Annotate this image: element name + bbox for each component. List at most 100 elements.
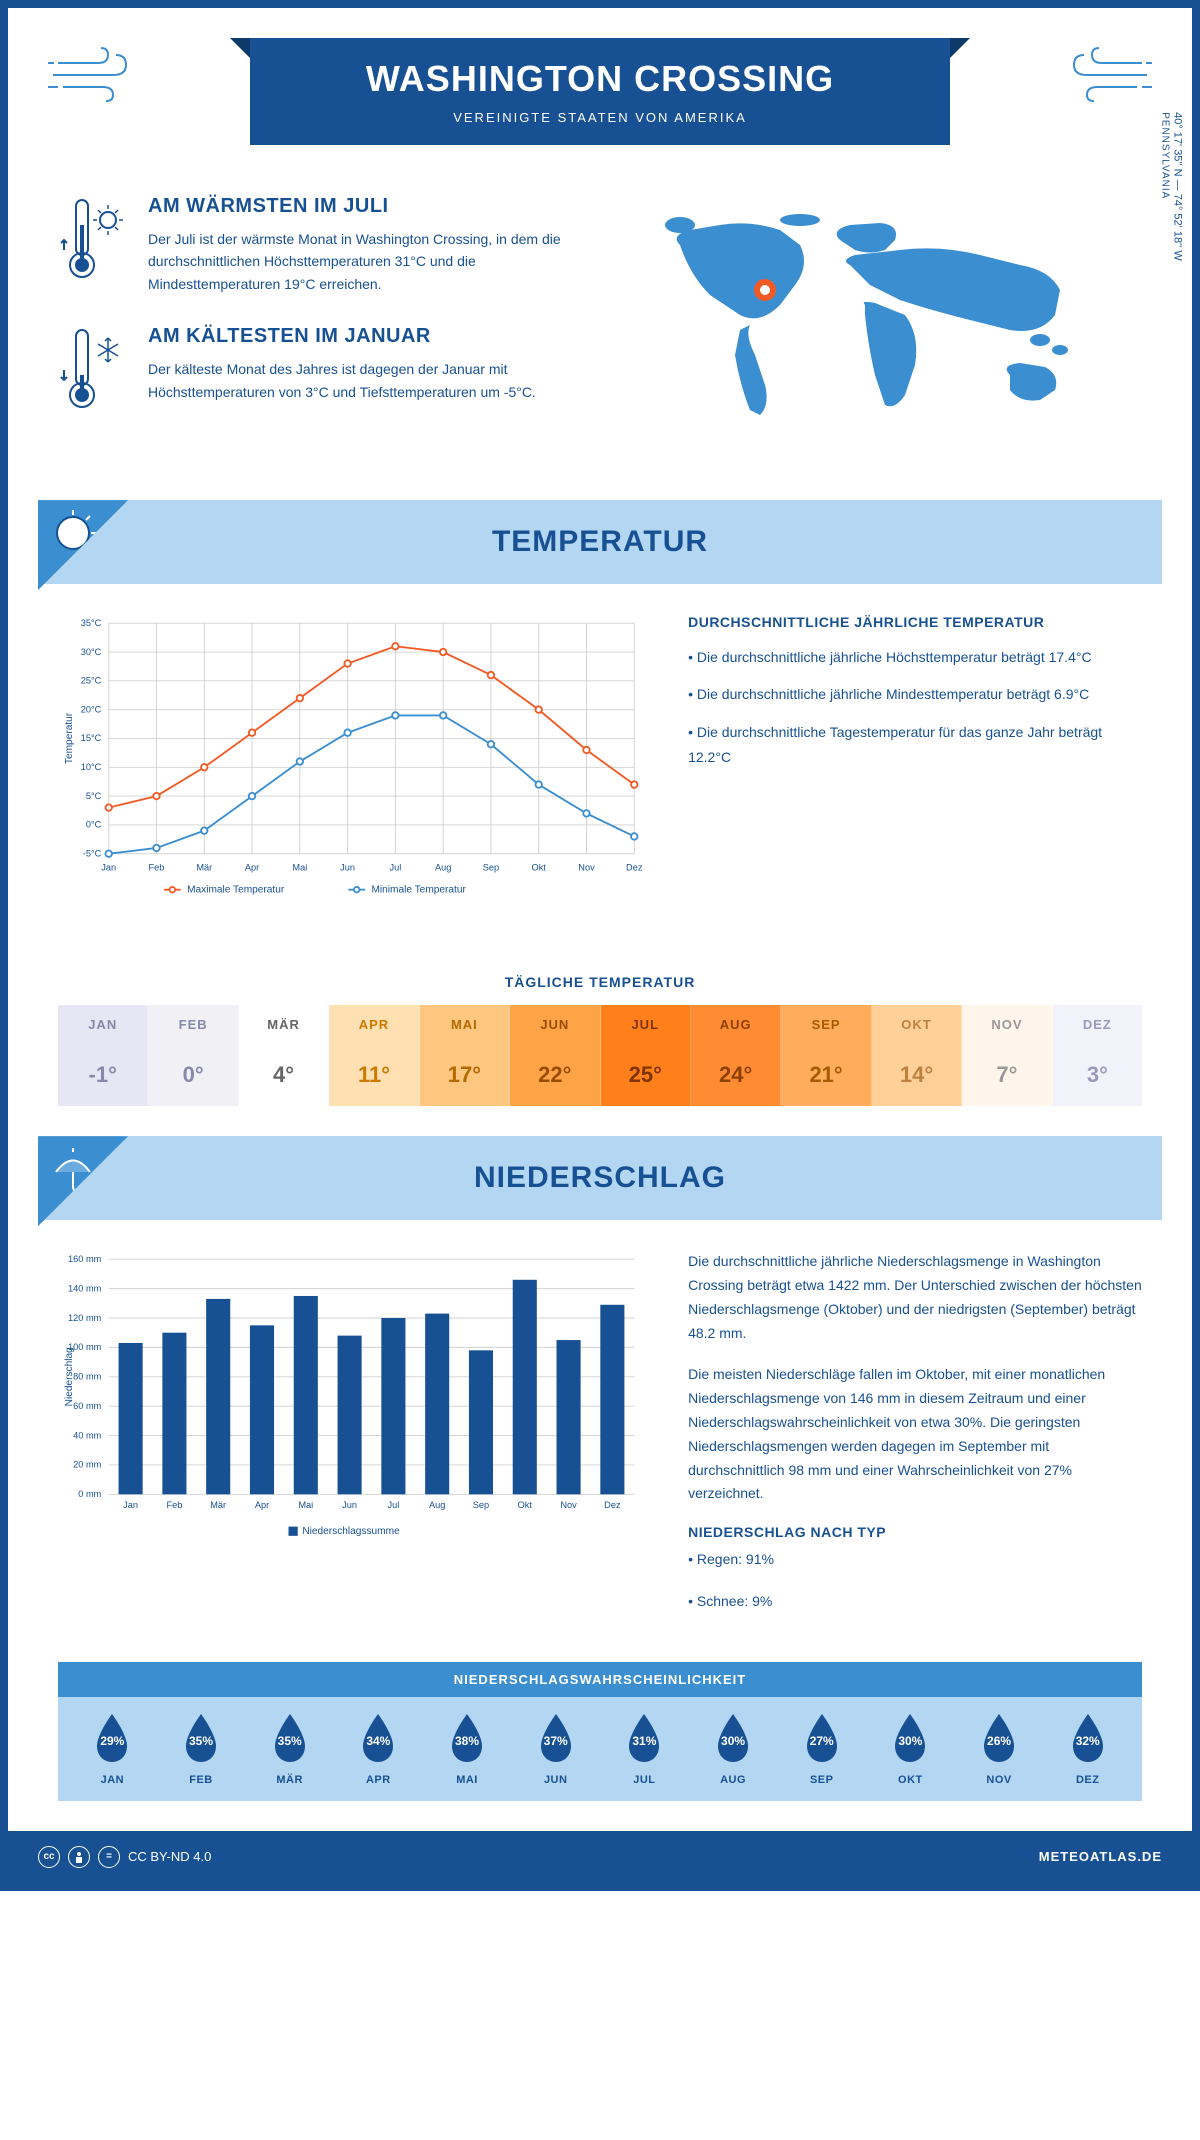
probability-item: 35%FEB: [157, 1712, 246, 1786]
svg-text:35°C: 35°C: [81, 618, 102, 628]
temp-table-col: JUL25°: [601, 1005, 691, 1106]
probability-item: 37%JUN: [511, 1712, 600, 1786]
wind-icon: [1062, 43, 1152, 108]
page-subtitle: VEREINIGTE STAATEN VON AMERIKA: [310, 110, 890, 125]
by-icon: [68, 1846, 90, 1868]
temp-table-col: MAI17°: [420, 1005, 510, 1106]
temp-info-p3: • Die durchschnittliche Tagestemperatur …: [688, 720, 1142, 770]
svg-text:20°C: 20°C: [81, 705, 102, 715]
svg-text:40 mm: 40 mm: [73, 1431, 101, 1441]
footer: cc = CC BY-ND 4.0 METEOATLAS.DE: [8, 1831, 1192, 1883]
temperature-line-chart: -5°C0°C5°C10°C15°C20°C25°C30°C35°CJanFeb…: [58, 614, 648, 914]
precip-info-p2: Die meisten Niederschläge fallen im Okto…: [688, 1363, 1142, 1506]
svg-text:Mär: Mär: [196, 862, 212, 872]
precip-snow: • Schnee: 9%: [688, 1590, 1142, 1614]
svg-text:120 mm: 120 mm: [68, 1313, 102, 1323]
svg-text:Nov: Nov: [578, 862, 595, 872]
intro-section: AM WÄRMSTEN IM JULI Der Juli ist der wär…: [8, 165, 1192, 480]
svg-text:Mai: Mai: [292, 862, 307, 872]
svg-text:Temperatur: Temperatur: [64, 712, 75, 764]
probability-item: 31%JUL: [600, 1712, 689, 1786]
svg-text:Niederschlag: Niederschlag: [64, 1347, 75, 1406]
temperature-title: TEMPERATUR: [63, 525, 1137, 559]
svg-text:Minimale Temperatur: Minimale Temperatur: [371, 885, 466, 896]
precip-info-p1: Die durchschnittliche jährliche Niedersc…: [688, 1250, 1142, 1345]
probability-header: NIEDERSCHLAGSWAHRSCHEINLICHKEIT: [58, 1662, 1142, 1697]
svg-text:25°C: 25°C: [81, 676, 102, 686]
svg-text:Feb: Feb: [149, 862, 165, 872]
coldest-title: AM KÄLTESTEN IM JANUAR: [148, 325, 580, 348]
precip-rain: • Regen: 91%: [688, 1548, 1142, 1572]
probability-item: 32%DEZ: [1043, 1712, 1132, 1786]
warmest-text: Der Juli ist der wärmste Monat in Washin…: [148, 228, 580, 295]
svg-text:80 mm: 80 mm: [73, 1372, 101, 1382]
infographic-container: WASHINGTON CROSSING VEREINIGTE STAATEN V…: [0, 0, 1200, 1891]
svg-text:0°C: 0°C: [86, 820, 102, 830]
probability-item: 35%MÄR: [245, 1712, 334, 1786]
svg-text:Mär: Mär: [210, 1500, 226, 1510]
svg-text:Aug: Aug: [435, 862, 451, 872]
precip-type-title: NIEDERSCHLAG NACH TYP: [688, 1524, 1142, 1540]
temp-table-col: OKT14°: [872, 1005, 962, 1106]
svg-text:60 mm: 60 mm: [73, 1401, 101, 1411]
probability-item: 30%OKT: [866, 1712, 955, 1786]
svg-text:Nov: Nov: [560, 1500, 577, 1510]
title-banner: WASHINGTON CROSSING VEREINIGTE STAATEN V…: [250, 38, 950, 145]
precipitation-section: 0 mm20 mm40 mm60 mm80 mm100 mm120 mm140 …: [8, 1220, 1192, 1662]
svg-text:Sep: Sep: [473, 1500, 489, 1510]
thermometer-cold-icon: [58, 325, 128, 420]
svg-text:160 mm: 160 mm: [68, 1254, 102, 1264]
world-map: [620, 195, 1142, 440]
probability-item: 29%JAN: [68, 1712, 157, 1786]
precipitation-title: NIEDERSCHLAG: [63, 1161, 1137, 1195]
thermometer-hot-icon: [58, 195, 128, 295]
svg-text:Dez: Dez: [626, 862, 643, 872]
nd-icon: =: [98, 1846, 120, 1868]
svg-text:Okt: Okt: [532, 862, 547, 872]
svg-text:Jul: Jul: [387, 1500, 399, 1510]
probability-item: 26%NOV: [955, 1712, 1044, 1786]
probability-item: 34%APR: [334, 1712, 423, 1786]
probability-row: 29%JAN35%FEB35%MÄR34%APR38%MAI37%JUN31%J…: [58, 1697, 1142, 1801]
probability-item: 27%SEP: [777, 1712, 866, 1786]
svg-text:Jun: Jun: [340, 862, 355, 872]
temp-table-col: JAN-1°: [58, 1005, 148, 1106]
svg-text:Feb: Feb: [166, 1500, 182, 1510]
temp-info-p2: • Die durchschnittliche jährliche Mindes…: [688, 682, 1142, 707]
svg-text:-5°C: -5°C: [83, 849, 102, 859]
svg-text:Niederschlagssumme: Niederschlagssumme: [302, 1526, 400, 1537]
facts-column: AM WÄRMSTEN IM JULI Der Juli ist der wär…: [58, 195, 580, 450]
svg-text:0 mm: 0 mm: [78, 1489, 101, 1499]
license-text: CC BY-ND 4.0: [128, 1849, 211, 1864]
svg-text:Jan: Jan: [101, 862, 116, 872]
svg-text:15°C: 15°C: [81, 733, 102, 743]
warmest-title: AM WÄRMSTEN IM JULI: [148, 195, 580, 218]
svg-text:Okt: Okt: [518, 1500, 533, 1510]
wind-icon: [48, 43, 138, 108]
probability-item: 38%MAI: [423, 1712, 512, 1786]
svg-text:20 mm: 20 mm: [73, 1460, 101, 1470]
svg-text:30°C: 30°C: [81, 647, 102, 657]
svg-text:Jun: Jun: [342, 1500, 357, 1510]
probability-item: 30%AUG: [689, 1712, 778, 1786]
temp-table-col: APR11°: [329, 1005, 419, 1106]
warmest-fact: AM WÄRMSTEN IM JULI Der Juli ist der wär…: [58, 195, 580, 295]
svg-text:140 mm: 140 mm: [68, 1284, 102, 1294]
temp-table-col: SEP21°: [781, 1005, 871, 1106]
svg-text:Apr: Apr: [255, 1500, 269, 1510]
svg-text:5°C: 5°C: [86, 791, 102, 801]
temp-table-col: AUG24°: [691, 1005, 781, 1106]
daily-temp-table: JAN-1°FEB0°MÄR4°APR11°MAI17°JUN22°JUL25°…: [58, 1005, 1142, 1106]
cc-icon: cc: [38, 1846, 60, 1868]
daily-temp-title: TÄGLICHE TEMPERATUR: [8, 974, 1192, 990]
precipitation-bar-chart: 0 mm20 mm40 mm60 mm80 mm100 mm120 mm140 …: [58, 1250, 648, 1632]
svg-text:Mai: Mai: [298, 1500, 313, 1510]
map-column: 40° 17' 35'' N — 74° 52' 18'' W PENNSYLV…: [620, 195, 1142, 450]
precipitation-section-header: NIEDERSCHLAG: [38, 1136, 1162, 1220]
temp-table-col: DEZ3°: [1053, 1005, 1142, 1106]
temp-table-col: FEB0°: [148, 1005, 238, 1106]
svg-text:Maximale Temperatur: Maximale Temperatur: [187, 885, 285, 896]
page-title: WASHINGTON CROSSING: [310, 58, 890, 100]
temp-table-col: NOV7°: [962, 1005, 1052, 1106]
coldest-text: Der kälteste Monat des Jahres ist dagege…: [148, 358, 580, 403]
